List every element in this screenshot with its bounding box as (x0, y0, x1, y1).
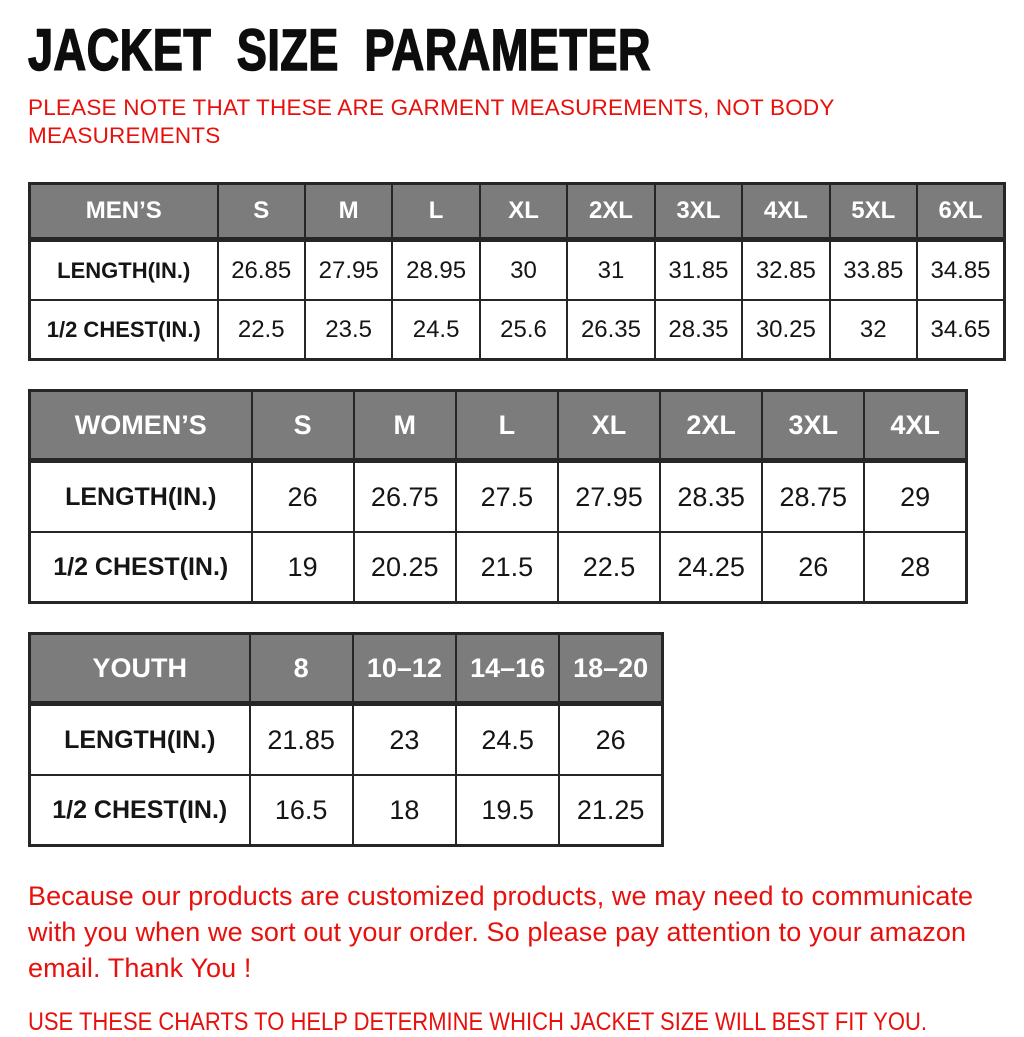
size-value: 28.75 (761, 459, 866, 533)
size-column-header: 2XL (566, 182, 656, 243)
size-value: 32 (828, 298, 919, 361)
size-value: 31 (566, 238, 656, 301)
size-column-header: 3XL (653, 182, 744, 243)
measurement-row-label: LENGTH(IN.) (28, 702, 251, 776)
size-value: 27.95 (556, 459, 662, 533)
size-value: 32.85 (741, 238, 831, 301)
mens-table-title: MEN’S (28, 182, 219, 243)
size-value: 26 (761, 530, 866, 604)
womens-size-table-container: WOMEN’S S M L XL 2XL 3XL 4XL LENGTH(IN.) 26 26.75 2… (28, 389, 998, 605)
table-row: LENGTH(IN.) 21.85 23 24.5 26 (28, 702, 664, 776)
measurement-row-label: 1/2 CHEST(IN.) (28, 530, 253, 604)
measurement-row-label: 1/2 CHEST(IN.) (28, 773, 251, 847)
size-column-header: S (216, 182, 306, 243)
size-value: 33.85 (828, 238, 919, 301)
size-column-header: S (250, 389, 355, 464)
mens-size-table: MEN’S S M L XL 2XL 3XL 4XL 5XL 6XL LENGTH(IN.) 26.8… (28, 182, 1006, 362)
size-column-header: 14–16 (454, 632, 561, 707)
size-value: 26.85 (216, 238, 306, 301)
size-value: 21.25 (558, 773, 664, 847)
youth-table-title: YOUTH (28, 632, 251, 707)
size-value: 23.5 (303, 298, 394, 361)
size-value: 24.5 (454, 702, 561, 776)
size-column-header: 4XL (863, 389, 968, 464)
mens-size-table-container: MEN’S S M L XL 2XL 3XL 4XL 5XL 6XL LENGTH(IN.) 26.8… (28, 182, 1006, 362)
size-value: 22.5 (556, 530, 662, 604)
size-column-header: XL (478, 182, 569, 243)
size-value: 28.95 (391, 238, 481, 301)
size-value: 23 (351, 702, 458, 776)
size-column-header: 5XL (828, 182, 919, 243)
table-row: LENGTH(IN.) 26.85 27.95 28.95 30 31 31.85 32.85… (28, 238, 1006, 301)
size-value: 19.5 (454, 773, 561, 847)
size-value: 22.5 (216, 298, 306, 361)
garment-measurement-note: PLEASE NOTE THAT THESE ARE GARMENT MEASU… (28, 95, 835, 149)
customization-notice: Because our products are customized prod… (28, 881, 974, 983)
header-row: WOMEN’S S M L XL 2XL 3XL 4XL (28, 389, 968, 464)
size-value: 24.25 (659, 530, 764, 604)
womens-table-title: WOMEN’S (28, 389, 253, 464)
size-value: 28.35 (659, 459, 764, 533)
table-row: 1/2 CHEST(IN.) 16.5 18 19.5 21.25 (28, 773, 664, 847)
size-value: 26.35 (566, 298, 656, 361)
size-value: 26 (558, 702, 664, 776)
size-value: 18 (351, 773, 458, 847)
chart-usage-instruction: USE THESE CHARTS TO HELP DETERMINE WHICH… (28, 1008, 927, 1037)
size-value: 31.85 (653, 238, 744, 301)
size-value: 26.75 (352, 459, 457, 533)
size-column-header: 3XL (761, 389, 866, 464)
size-value: 24.5 (391, 298, 481, 361)
size-value: 25.6 (478, 298, 569, 361)
size-value: 28 (863, 530, 968, 604)
size-value: 29 (863, 459, 968, 533)
page-title: JACKET SIZE PARAMETER (27, 18, 652, 83)
size-value: 34.85 (916, 238, 1006, 301)
size-value: 26 (250, 459, 355, 533)
header-row: MEN’S S M L XL 2XL 3XL 4XL 5XL 6XL (28, 182, 1006, 243)
size-value: 27.95 (303, 238, 394, 301)
youth-size-table: YOUTH 8 10–12 14–16 18–20 LENGTH(IN.) 21.85 23 2… (28, 632, 664, 848)
size-column-header: M (303, 182, 394, 243)
size-value: 27.5 (454, 459, 559, 533)
measurement-row-label: LENGTH(IN.) (28, 459, 253, 533)
size-value: 30 (478, 238, 569, 301)
size-column-header: 8 (248, 632, 354, 707)
youth-size-table-container: YOUTH 8 10–12 14–16 18–20 LENGTH(IN.) 21.85 23 2… (28, 632, 998, 848)
womens-size-table: WOMEN’S S M L XL 2XL 3XL 4XL LENGTH(IN.) 26 26.75 2… (28, 389, 968, 605)
size-column-header: XL (556, 389, 662, 464)
size-value: 20.25 (352, 530, 457, 604)
size-value: 19 (250, 530, 355, 604)
size-value: 30.25 (741, 298, 831, 361)
size-value: 16.5 (248, 773, 354, 847)
measurement-row-label: 1/2 CHEST(IN.) (28, 298, 219, 361)
size-value: 28.35 (653, 298, 744, 361)
size-column-header: 2XL (659, 389, 764, 464)
size-value: 21.85 (248, 702, 354, 776)
size-column-header: 10–12 (351, 632, 458, 707)
header-row: YOUTH 8 10–12 14–16 18–20 (28, 632, 664, 707)
size-column-header: 4XL (741, 182, 831, 243)
measurement-row-label: LENGTH(IN.) (28, 238, 219, 301)
size-value: 34.65 (916, 298, 1006, 361)
size-value: 21.5 (454, 530, 559, 604)
size-column-header: M (352, 389, 457, 464)
size-column-header: 18–20 (558, 632, 664, 707)
table-row: LENGTH(IN.) 26 26.75 27.5 27.95 28.35 28.75 29 (28, 459, 968, 533)
table-row: 1/2 CHEST(IN.) 22.5 23.5 24.5 25.6 26.35 28.35… (28, 298, 1006, 361)
size-column-header: 6XL (916, 182, 1006, 243)
table-row: 1/2 CHEST(IN.) 19 20.25 21.5 22.5 24.25 26 28 (28, 530, 968, 604)
size-column-header: L (391, 182, 481, 243)
size-column-header: L (454, 389, 559, 464)
